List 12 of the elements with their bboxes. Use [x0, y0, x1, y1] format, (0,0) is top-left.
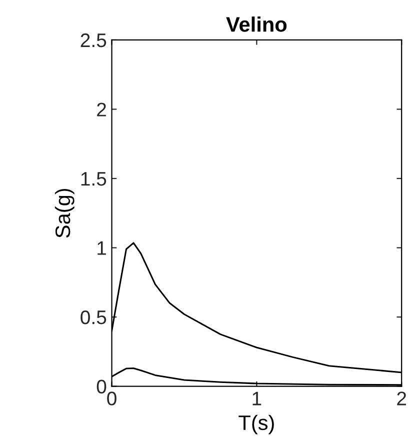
x-tick-label: 1 — [252, 392, 262, 406]
y-tick-label: 2.5 — [80, 33, 106, 48]
y-tick-label: 0 — [96, 380, 106, 394]
y-tick-label: 0.5 — [80, 310, 106, 324]
y-axis-title: Sa(g) — [54, 188, 74, 238]
x-tick-label: 0 — [107, 392, 116, 406]
y-tick-label: 2 — [97, 102, 106, 116]
x-axis-title: T(s) — [238, 414, 274, 434]
y-tick-label: 1 — [98, 241, 106, 255]
y-tick-label: 1.5 — [81, 172, 106, 186]
x-tick-label: 2 — [397, 392, 406, 406]
chart-title: Velino — [226, 16, 287, 32]
